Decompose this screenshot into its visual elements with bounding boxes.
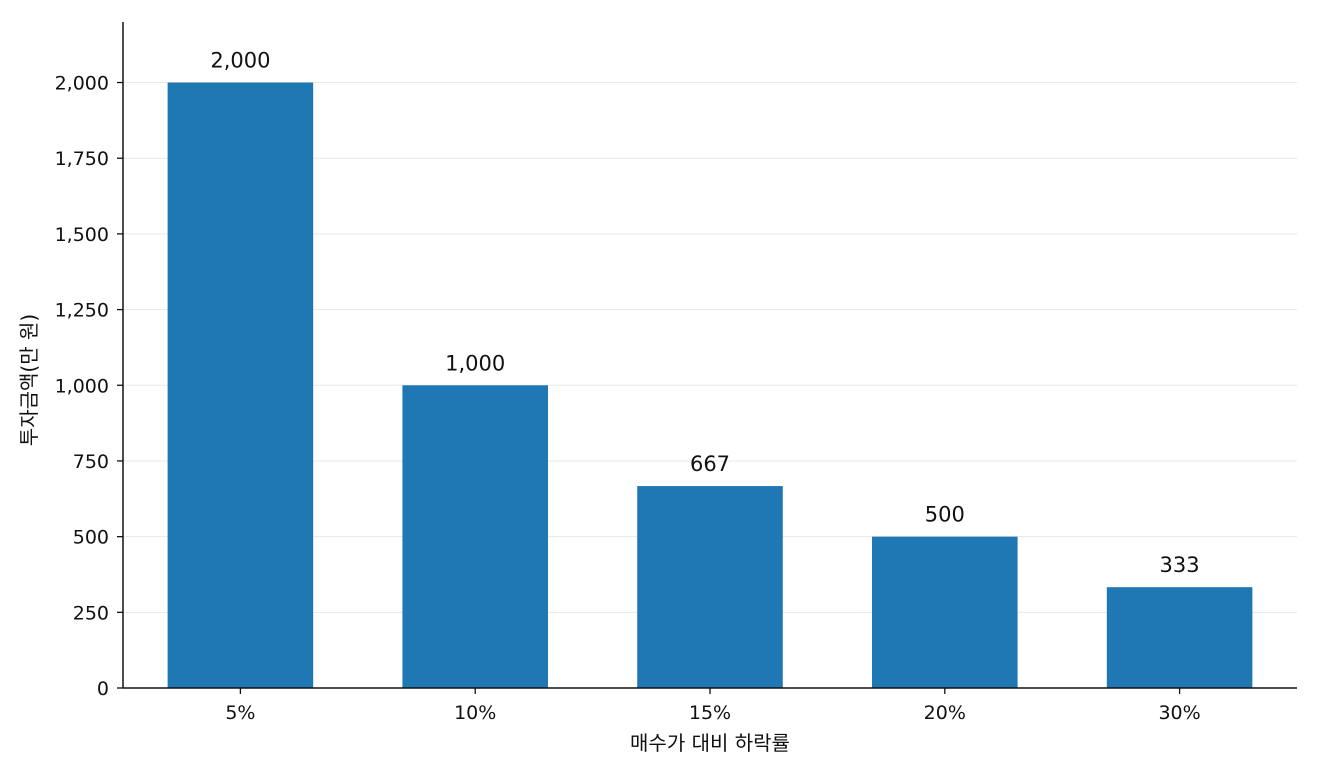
y-tick-label: 1,000 — [55, 375, 109, 397]
y-tick-label: 2,000 — [55, 73, 109, 95]
bar — [402, 385, 548, 688]
y-tick-label: 1,500 — [55, 224, 109, 246]
y-tick-label: 500 — [73, 527, 109, 549]
y-tick-label: 750 — [73, 451, 109, 473]
data-label: 1,000 — [445, 351, 505, 375]
x-tick-label: 15% — [689, 702, 731, 724]
x-tick-label: 20% — [924, 702, 966, 724]
data-label: 667 — [690, 452, 730, 476]
x-axis-title: 매수가 대비 하락률 — [630, 731, 790, 755]
y-axis-ticks: 0 250 500 750 1,000 1,250 1,500 1,750 2,000 — [55, 73, 123, 700]
x-tick-label: 10% — [454, 702, 496, 724]
y-axis-title: 투자금액(만 원) — [17, 314, 41, 446]
x-tick-label: 5% — [225, 702, 255, 724]
data-label: 2,000 — [210, 49, 270, 73]
y-tick-label: 1,250 — [55, 300, 109, 322]
data-label: 333 — [1160, 553, 1200, 577]
data-label: 500 — [925, 503, 965, 527]
grid-lines — [123, 82, 1297, 613]
bar — [872, 536, 1018, 688]
bars — [167, 82, 1253, 688]
data-labels: 2,000 1,000 667 500 333 — [210, 49, 1199, 578]
y-tick-label: 1,750 — [55, 148, 109, 170]
y-tick-label: 0 — [97, 678, 109, 700]
bar — [1106, 587, 1253, 688]
y-tick-label: 250 — [73, 602, 109, 624]
x-tick-label: 30% — [1158, 702, 1200, 724]
bar — [167, 82, 314, 688]
x-axis-ticks: 5% 10% 15% 20% 30% — [225, 688, 1201, 724]
bar — [637, 486, 783, 688]
